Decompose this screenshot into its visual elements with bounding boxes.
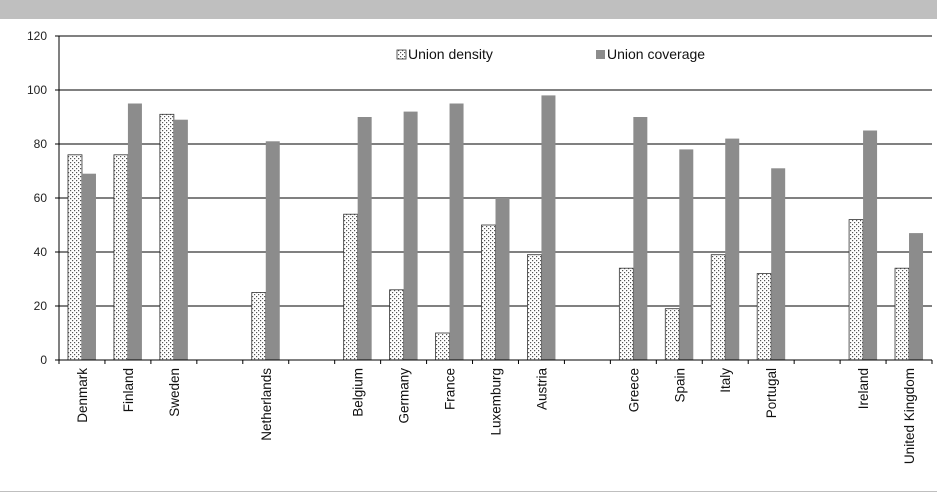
bar-union-density <box>618 267 634 361</box>
x-category-label: Denmark <box>75 368 90 423</box>
bars <box>67 95 924 361</box>
x-tick-labels: Denmark Finland Sweden Netherlands Belgium Ge… <box>75 368 917 465</box>
bar-union-coverage <box>633 117 648 360</box>
header-band <box>0 0 937 19</box>
x-category-label: United Kingdom <box>902 368 917 464</box>
y-tick-label: 100 <box>27 83 47 97</box>
bar-union-density <box>113 154 129 361</box>
bar-union-density <box>343 213 359 361</box>
axes <box>55 35 933 364</box>
legend: Union density Union coverage <box>396 46 705 62</box>
x-category-label: Italy <box>718 368 733 393</box>
bar-union-coverage <box>541 95 556 361</box>
legend-swatch-union-density <box>396 49 407 60</box>
bar-union-density <box>894 267 910 361</box>
x-category-label: France <box>443 368 458 410</box>
legend-swatch-union-coverage <box>596 50 605 59</box>
legend-label-union-density: Union density <box>408 46 493 62</box>
x-category-label: Greece <box>626 368 641 412</box>
bar-union-coverage <box>403 111 418 360</box>
x-category-label: Spain <box>672 368 687 403</box>
bar-union-coverage <box>725 138 740 360</box>
bar-union-coverage <box>679 149 694 360</box>
y-tick-label: 20 <box>34 299 48 313</box>
bar-union-density <box>481 224 496 361</box>
bar-union-coverage <box>771 168 786 360</box>
y-tick-labels: 0 20 40 60 80 100 120 <box>27 29 47 367</box>
bar-union-coverage <box>265 141 280 360</box>
bar-union-density <box>756 273 772 361</box>
bar-union-density <box>710 254 726 361</box>
x-category-label: Luxemburg <box>489 368 504 436</box>
bar-union-density <box>251 292 267 361</box>
bar-union-density <box>389 289 405 361</box>
x-category-label: Finland <box>121 368 136 412</box>
legend-label-union-coverage: Union coverage <box>607 46 705 62</box>
bar-union-density <box>848 219 864 361</box>
bar-union-density <box>664 308 680 361</box>
y-tick-label: 0 <box>40 353 47 367</box>
bar-union-coverage <box>495 198 510 360</box>
x-category-label: Portugal <box>764 368 779 418</box>
bar-union-coverage <box>173 119 188 360</box>
bar-union-coverage <box>909 233 924 360</box>
bar-union-coverage <box>863 130 878 360</box>
bar-union-density <box>435 332 450 361</box>
bar-union-coverage <box>357 117 372 360</box>
y-tick-label: 60 <box>34 191 48 205</box>
bar-union-density <box>67 154 83 361</box>
x-category-label: Ireland <box>856 368 871 409</box>
x-category-label: Austria <box>534 368 549 411</box>
y-tick-label: 80 <box>34 137 48 151</box>
bar-union-density <box>527 254 542 361</box>
y-tick-label: 40 <box>34 245 48 259</box>
y-tick-label: 120 <box>27 29 47 43</box>
bar-union-coverage <box>81 173 96 360</box>
bar-union-coverage <box>449 103 464 360</box>
x-category-label: Sweden <box>167 368 182 417</box>
bar-union-coverage <box>127 103 142 360</box>
x-category-label: Netherlands <box>259 368 274 441</box>
x-category-label: Germany <box>397 368 412 424</box>
x-category-label: Belgium <box>351 368 366 417</box>
footer-rule <box>0 491 937 492</box>
bar-union-density <box>159 113 175 361</box>
